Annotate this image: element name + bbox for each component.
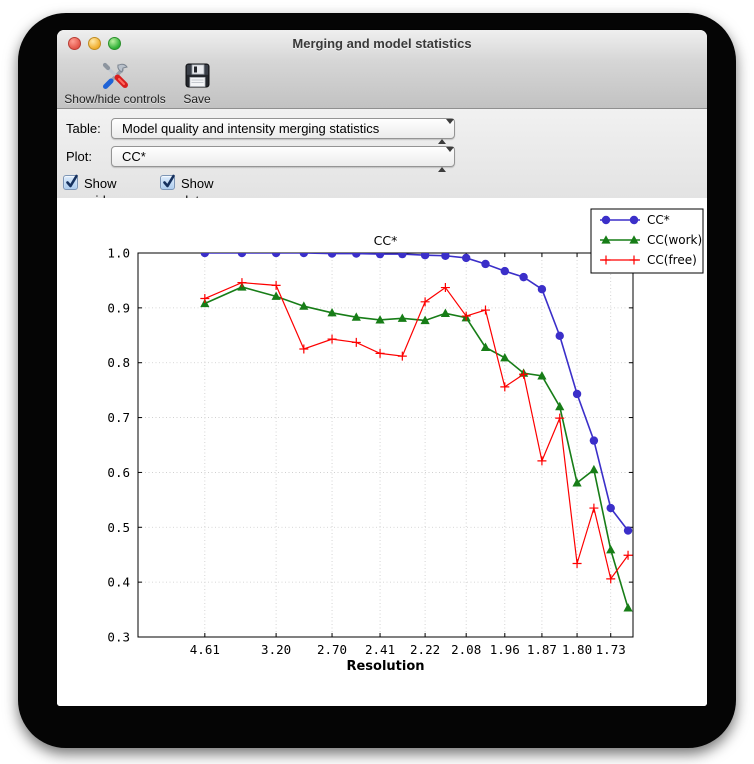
- svg-text:4.61: 4.61: [190, 642, 220, 657]
- window-header: Merging and model statistics: [57, 30, 707, 109]
- svg-text:CC(free): CC(free): [647, 253, 697, 267]
- svg-text:2.22: 2.22: [410, 642, 440, 657]
- titlebar[interactable]: Merging and model statistics: [57, 30, 707, 56]
- svg-text:0.9: 0.9: [107, 300, 130, 315]
- svg-text:1.87: 1.87: [527, 642, 557, 657]
- show-hide-controls-label: Show/hide controls: [64, 92, 166, 106]
- checkmark-icon: [163, 174, 175, 188]
- chart-svg: 4.61 3.20 2.70 2.41 2.22 2.08 1.96 1.87 1.80 1.73…: [107, 208, 704, 674]
- table-select[interactable]: Model quality and intensity merging stat…: [111, 118, 455, 144]
- table-select-value: Model quality and intensity merging stat…: [122, 121, 380, 136]
- svg-text:CC*: CC*: [374, 233, 398, 248]
- svg-text:1.96: 1.96: [490, 642, 520, 657]
- svg-text:CC*: CC*: [647, 213, 670, 227]
- svg-text:0.8: 0.8: [107, 355, 130, 370]
- close-button[interactable]: [68, 37, 81, 50]
- save-button[interactable]: Save: [175, 59, 219, 107]
- svg-text:0.4: 0.4: [107, 575, 130, 590]
- plot-select[interactable]: CC*: [111, 146, 455, 172]
- traffic-lights: [68, 37, 121, 50]
- checkmark-icon: [66, 174, 78, 188]
- minimize-button[interactable]: [88, 37, 101, 50]
- plot-label: Plot:: [66, 149, 93, 164]
- svg-text:2.41: 2.41: [365, 642, 395, 657]
- controls-panel: Table: Model quality and intensity mergi…: [57, 109, 707, 225]
- show-hide-controls-button[interactable]: Show/hide controls: [63, 59, 167, 107]
- window-title: Merging and model statistics: [292, 36, 472, 51]
- svg-text:Resolution: Resolution: [346, 659, 424, 674]
- table-label: Table:: [66, 121, 101, 136]
- zoom-button[interactable]: [108, 37, 121, 50]
- svg-text:0.3: 0.3: [107, 630, 130, 645]
- stepper-arrows-icon: [438, 147, 454, 172]
- svg-text:2.08: 2.08: [451, 642, 481, 657]
- tools-icon: [99, 59, 131, 92]
- svg-text:3.20: 3.20: [261, 642, 291, 657]
- plot-select-value: CC*: [122, 149, 146, 164]
- stepper-arrows-icon: [438, 119, 454, 144]
- svg-text:0.7: 0.7: [107, 410, 130, 425]
- svg-text:0.6: 0.6: [107, 465, 130, 480]
- save-label: Save: [183, 92, 211, 106]
- floppy-disk-icon: [182, 59, 212, 92]
- svg-text:0.5: 0.5: [107, 520, 130, 535]
- svg-text:1.80: 1.80: [562, 642, 592, 657]
- svg-text:2.70: 2.70: [317, 642, 347, 657]
- svg-text:1.73: 1.73: [596, 642, 626, 657]
- svg-text:CC(work): CC(work): [647, 233, 702, 247]
- show-grid-checkbox[interactable]: [63, 174, 78, 190]
- svg-text:1.0: 1.0: [107, 246, 130, 261]
- plot-figure: 4.61 3.20 2.70 2.41 2.22 2.08 1.96 1.87 1.80 1.73…: [57, 198, 707, 706]
- show-data-points-checkbox[interactable]: [160, 174, 175, 190]
- app-window: Merging and model statistics: [57, 30, 707, 706]
